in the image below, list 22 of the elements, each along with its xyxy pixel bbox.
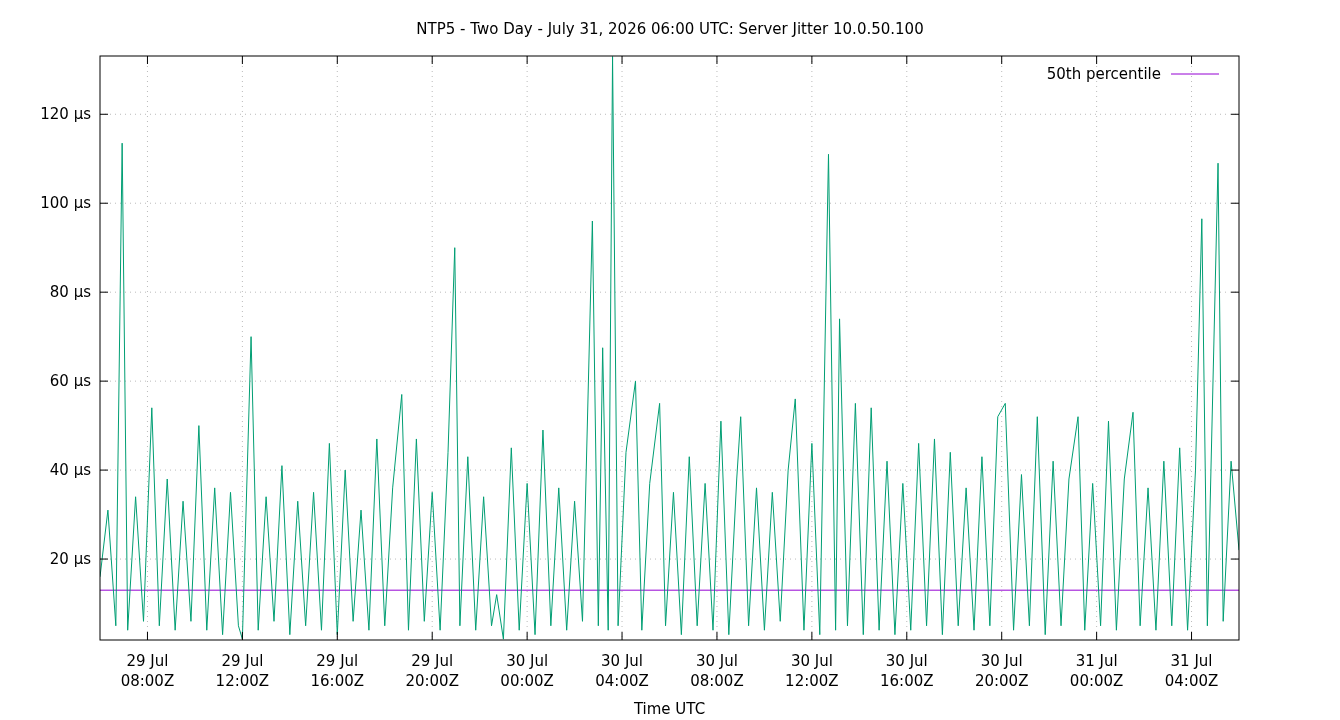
chart-title: NTP5 - Two Day - July 31, 2026 06:00 UTC: Server Jitter 10.0.50.100 <box>416 20 924 38</box>
x-tick-label: 30 Jul 04:00Z <box>595 652 649 690</box>
y-tick-label: 20 µs <box>49 550 92 569</box>
x-tick-label: 29 Jul 12:00Z <box>215 652 270 690</box>
legend-label: 50th percentile <box>1046 65 1161 83</box>
line-series <box>100 56 1239 640</box>
y-tick-label: 80 µs <box>49 283 92 302</box>
x-tick-label: 30 Jul 20:00Z <box>974 652 1029 690</box>
x-tick-label: 30 Jul 08:00Z <box>690 652 744 690</box>
y-tick-label: 40 µs <box>49 461 92 480</box>
x-tick-label: 31 Jul 00:00Z <box>1069 652 1124 690</box>
y-tick-label: 60 µs <box>49 372 92 391</box>
x-axis-title: Time UTC <box>632 700 706 718</box>
y-tick-label: 120 µs <box>40 105 92 124</box>
x-tick-label: 29 Jul 08:00Z <box>120 652 175 690</box>
x-tick-label: 30 Jul 16:00Z <box>880 652 934 690</box>
x-tick-label: 31 Jul 04:00Z <box>1164 652 1219 690</box>
x-tick-label: 30 Jul 00:00Z <box>500 652 554 690</box>
x-tick-label: 29 Jul 16:00Z <box>310 652 365 690</box>
y-tick-label: 100 µs <box>40 194 92 213</box>
x-tick-label: 30 Jul 12:00Z <box>785 652 839 690</box>
x-tick-label: 29 Jul 20:00Z <box>405 652 459 690</box>
